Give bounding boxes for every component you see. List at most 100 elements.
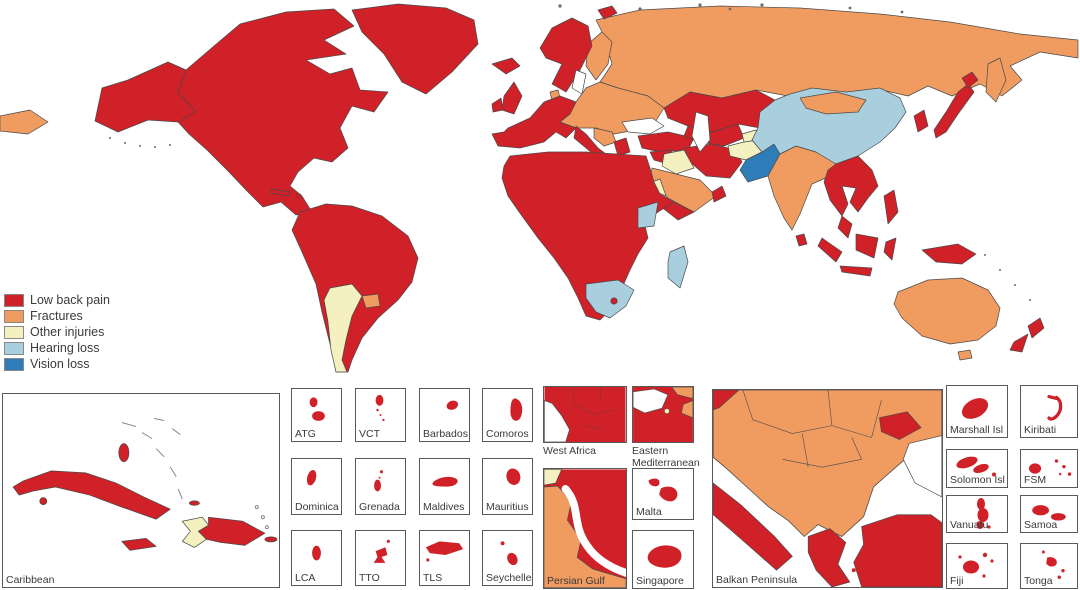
- inset-label-balkan: Balkan Peninsula: [716, 574, 798, 586]
- baltic-sea: [571, 69, 587, 95]
- region-central-asia: [649, 89, 779, 179]
- region-western-europe: [491, 17, 695, 167]
- inset-box-balkan: Balkan Peninsula: [712, 389, 943, 588]
- legend-label: Hearing loss: [30, 341, 100, 355]
- region-north-america: [94, 8, 389, 216]
- inset-box-vanuatu: Vanuatu: [946, 495, 1008, 533]
- region-mongolia: [799, 91, 867, 115]
- legend-item: Hearing loss: [4, 340, 110, 356]
- legend-swatch-low-back-pain: [4, 293, 24, 307]
- inset-box-persian-gulf: Persian Gulf: [543, 468, 627, 589]
- caribbean-puerto-rico: [264, 536, 278, 543]
- inset-box-fiji: Fiji: [946, 543, 1008, 589]
- inset-label-mauritius: Mauritius: [486, 501, 529, 513]
- inset-box-maldives: Maldives: [419, 458, 470, 515]
- inset-label-west-africa: West Africa: [543, 445, 596, 457]
- region-iran: [683, 143, 743, 179]
- inset-label-samoa: Samoa: [1024, 519, 1058, 531]
- region-philippines: [883, 189, 899, 225]
- region-new-zealand-south: [1009, 333, 1029, 353]
- inset-label-tls: TLS: [423, 572, 443, 584]
- region-madagascar: [667, 245, 689, 289]
- balkan-country-borders: [742, 390, 882, 468]
- caribbean-dominican-republic: [197, 516, 266, 546]
- inset-label-fsm: FSM: [1024, 474, 1047, 486]
- caribbean-jamaica: [121, 537, 157, 551]
- inset-label-malta: Malta: [636, 506, 662, 518]
- legend-item: Low back pain: [4, 292, 110, 308]
- region-sumatra: [817, 237, 843, 263]
- region-africa-hearing-loss: [585, 201, 689, 319]
- region-finland: [585, 31, 613, 81]
- inset-label-vct: VCT: [359, 428, 380, 440]
- inset-box-singapore: Singapore: [632, 530, 694, 589]
- inset-label-tonga: Tonga: [1024, 575, 1053, 587]
- region-southeast-asia: [817, 155, 977, 277]
- inset-label-fiji: Fiji: [950, 575, 964, 587]
- caribbean-cuba: [12, 470, 171, 520]
- inset-label-maldives: Maldives: [423, 501, 465, 513]
- inset-box-mauritius: Mauritius: [482, 458, 533, 515]
- legend-label: Fractures: [30, 309, 83, 323]
- legend-label: Vision loss: [30, 357, 90, 371]
- region-chukotka-wrap: [0, 109, 49, 135]
- inset-box-malta: Malta: [632, 468, 694, 520]
- region-uruguay: [361, 293, 381, 309]
- region-lesotho: [610, 297, 618, 305]
- legend: Low back pain Fractures Other injuries H…: [4, 292, 110, 372]
- legend-swatch-fractures: [4, 309, 24, 323]
- legend-swatch-other-injuries: [4, 325, 24, 339]
- inset-box-dominica: Dominica: [291, 458, 342, 515]
- region-south-africa: [585, 279, 635, 319]
- caribbean-andros: [118, 443, 130, 463]
- inset-box-samoa: Samoa: [1020, 495, 1078, 533]
- inset-label-singapore: Singapore: [636, 575, 684, 587]
- legend-label: Other injuries: [30, 325, 105, 339]
- region-africa: [501, 151, 675, 321]
- black-sea: [621, 117, 665, 135]
- inset-box-grenada: Grenada: [355, 458, 406, 515]
- legend-item: Vision loss: [4, 356, 110, 372]
- inset-box-tls: TLS: [419, 530, 470, 586]
- inset-box-caribbean: Caribbean: [2, 393, 280, 588]
- region-svalbard: [597, 5, 618, 20]
- region-kenya: [637, 201, 659, 229]
- balkan-italy-north: [713, 390, 740, 411]
- world-map: [0, 3, 1079, 373]
- inset-box-vct: VCT: [355, 388, 406, 442]
- inset-box-marshall: Marshall Isl: [946, 385, 1008, 438]
- inset-box-solomon: Solomon Isl: [946, 449, 1008, 488]
- legend-swatch-hearing-loss: [4, 341, 24, 355]
- inset-label-tto: TTO: [359, 572, 380, 584]
- inset-label-comoros: Comoros: [486, 428, 529, 440]
- inset-label-eastern-mediterranean: Eastern Mediterranean: [632, 445, 700, 469]
- balkan-turkey: [853, 514, 942, 587]
- region-new-zealand-north: [1027, 317, 1045, 339]
- balkan-greece: [807, 528, 851, 587]
- region-oman: [711, 185, 727, 203]
- island-speckles: [109, 3, 1031, 301]
- region-uk: [501, 81, 523, 115]
- legend-label: Low back pain: [30, 293, 110, 307]
- region-cuba: [270, 188, 291, 197]
- inset-label-persian-gulf: Persian Gulf: [547, 575, 605, 587]
- region-sri-lanka: [795, 233, 808, 247]
- region-australia: [893, 277, 1001, 345]
- inset-box-fsm: FSM: [1020, 449, 1078, 488]
- inset-label-caribbean: Caribbean: [6, 574, 55, 586]
- region-scandinavia: [539, 17, 593, 93]
- inset-label-grenada: Grenada: [359, 501, 400, 513]
- inset-label-solomon: Solomon Isl: [950, 474, 1005, 486]
- region-argentina: [323, 283, 363, 373]
- region-japan-korea: [913, 71, 979, 139]
- caribbean-bahamas-outlines: [121, 417, 269, 530]
- inset-box-comoros: Comoros: [482, 388, 533, 442]
- inset-label-seychelles: Seychelles: [486, 572, 533, 584]
- inset-box-atg: ATG: [291, 388, 342, 442]
- inset-box-tto: TTO: [355, 530, 406, 586]
- region-java: [839, 265, 873, 277]
- inset-box-west-africa: [543, 386, 627, 443]
- region-other-injuries-asia: [661, 129, 763, 175]
- inset-label-marshall: Marshall Isl: [950, 424, 1004, 436]
